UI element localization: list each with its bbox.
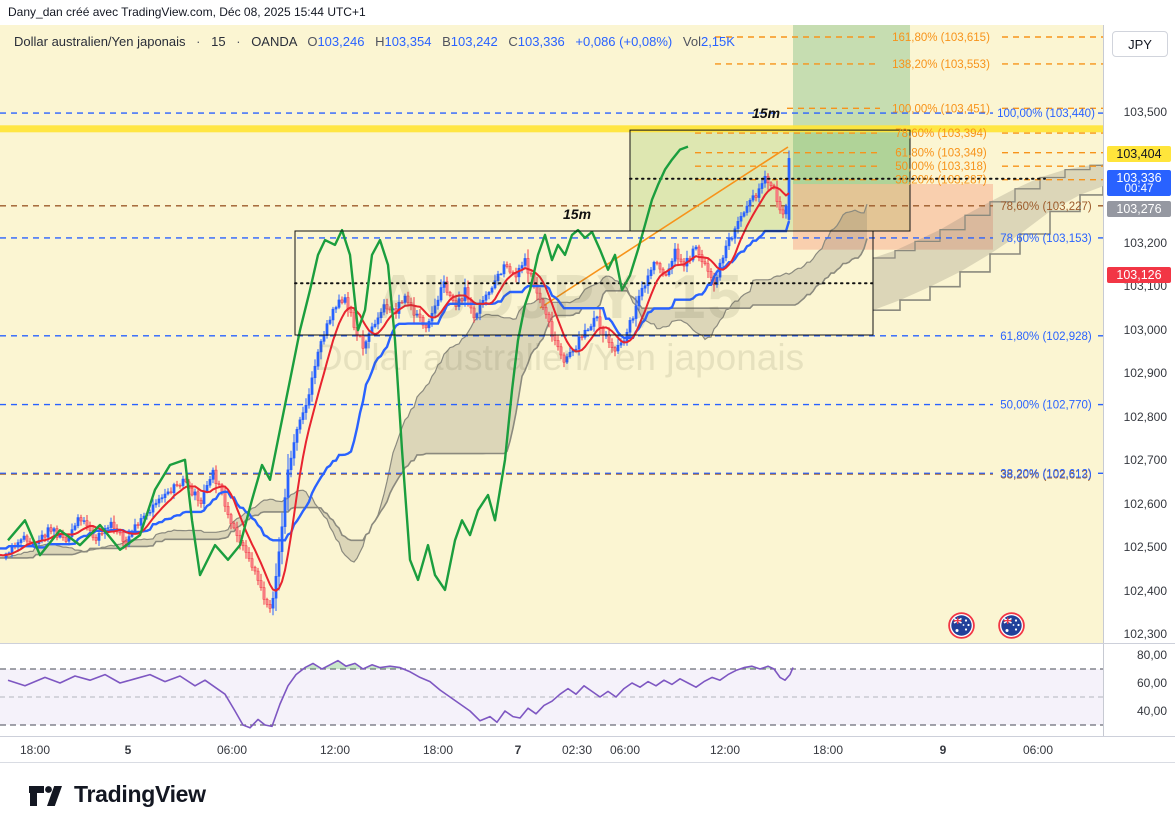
svg-text:100,00% (103,440): 100,00% (103,440) (997, 108, 1095, 120)
rsi-indicator-canvas[interactable] (0, 646, 1103, 736)
legend-low-key: B (442, 34, 451, 49)
currency-button[interactable]: JPY (1112, 31, 1168, 57)
legend-high-value: 103,354 (384, 34, 432, 49)
tradingview-logo-mark (29, 786, 62, 806)
green-overlay-line (7, 145, 689, 592)
svg-text:100,00% (103,451): 100,00% (103,451) (892, 103, 990, 115)
time-tick: 06:00 (216, 743, 248, 757)
legend-change: +0,086 (+0,08%) (575, 34, 673, 49)
price-tick: 102,400 (1123, 583, 1167, 598)
svg-text:78,60% (103,227): 78,60% (103,227) (1000, 201, 1092, 213)
legend-symbol-title[interactable]: Dollar australien/Yen japonais (14, 34, 186, 49)
range-box (294, 230, 874, 336)
rsi-tick: 60,00 (1136, 676, 1167, 690)
yellow-line-badge: 103,404 (1107, 145, 1171, 162)
time-tick: 7 (514, 743, 522, 757)
price-tick: 102,500 (1123, 540, 1167, 554)
rsi-tick: 40,00 (1136, 704, 1167, 718)
bar-countdown: 00:47 (1124, 183, 1154, 196)
svg-text:161,80% (103,615): 161,80% (103,615) (892, 32, 990, 44)
svg-text:50,00% (103,318): 50,00% (103,318) (895, 161, 987, 173)
svg-text:61,80% (103,349): 61,80% (103,349) (895, 148, 987, 160)
svg-text:138,20% (103,553): 138,20% (103,553) (892, 59, 990, 71)
legend-close-value: 103,336 (517, 34, 565, 49)
svg-text:61,80% (102,928): 61,80% (102,928) (1000, 331, 1092, 343)
time-tick: 18:00 (422, 743, 454, 757)
time-axis[interactable]: 18:00 5 06:00 12:00 18:00 7 02:30 06:00 12:00 18:… (0, 737, 1175, 763)
trendline (539, 146, 789, 309)
forward-cloud (873, 164, 1103, 311)
svg-text:78,60% (103,394): 78,60% (103,394) (895, 128, 987, 140)
legend-low-value: 103,242 (450, 34, 498, 49)
legend-volume-value: 2,15K (700, 34, 735, 49)
svg-text:78,60% (103,153): 78,60% (103,153) (1000, 233, 1092, 245)
svg-text:50,00% (102,770): 50,00% (102,770) (1000, 400, 1092, 412)
yellow-horizontal-line (0, 125, 1103, 133)
baseline-ma (0, 220, 791, 550)
tradingview-logo[interactable]: TradingView (28, 781, 206, 808)
svg-text:38,20% (102,613): 38,20% (102,613) (1000, 469, 1092, 481)
time-tick: 5 (124, 743, 132, 757)
legend-high-key: H (375, 34, 385, 49)
last-price-badge: 103,336 00:47 (1107, 170, 1171, 197)
legend-exchange[interactable]: OANDA (251, 34, 297, 49)
price-tick: 103,500 (1123, 105, 1167, 119)
price-tick: 103,200 (1123, 235, 1167, 250)
price-axis[interactable]: JPY 103,500 103,200 103,100 103,000 102,900 1… (1103, 25, 1175, 736)
time-tick: 18:00 (812, 743, 844, 757)
footer: TradingView (0, 763, 1175, 824)
price-tick: 103,000 (1123, 322, 1167, 337)
rsi-line (7, 659, 794, 729)
legend-close-key: C (508, 34, 518, 49)
price-tick: 102,700 (1123, 453, 1167, 467)
svg-text:38,20% (103,287): 38,20% (103,287) (895, 175, 987, 187)
time-tick: 12:00 (709, 743, 741, 757)
australia-flag-event-icon[interactable] (998, 612, 1025, 639)
legend-volume-label: Vol (682, 34, 701, 49)
price-tick: 102,600 (1123, 496, 1167, 511)
legend-interval[interactable]: 15 (211, 34, 226, 49)
australia-flag-event-icon[interactable] (948, 612, 975, 639)
rsi-pane-background (0, 646, 1103, 736)
gray-level-badge: 103,276 (1107, 201, 1171, 218)
time-tick: 06:00 (609, 743, 641, 757)
time-tick: 9 (939, 743, 947, 757)
price-tick: 102,800 (1123, 409, 1167, 424)
candles-layer (4, 150, 791, 616)
timeframe-label-upper[interactable]: 15m (752, 105, 781, 121)
svg-text:38,20% (102,612): 38,20% (102,612) (1000, 468, 1092, 480)
ichimoku-cloud (0, 204, 867, 562)
time-tick: 02:30 (561, 743, 593, 757)
time-tick: 18:00 (19, 743, 51, 757)
chart-legend[interactable]: Dollar australien/Yen japonais · 15 · OA… (14, 34, 735, 49)
attribution-text: Dany_dan créé avec TradingView.com, Déc … (8, 5, 366, 19)
rsi-tick: 80,00 (1136, 648, 1167, 662)
legend-open-key: O (307, 34, 318, 49)
price-tick: 102,300 (1123, 627, 1167, 641)
stop-level-badge: 103,126 (1107, 266, 1171, 283)
timeframe-label-lower[interactable]: 15m (563, 206, 592, 222)
fast-ma (0, 186, 790, 592)
tradingview-brand-text: TradingView (74, 781, 206, 807)
time-tick: 12:00 (319, 743, 351, 757)
price-chart-canvas[interactable]: 38,20% (102,613) 161,80% (103,615) 138,20%… (0, 25, 1103, 643)
pane-divider-2[interactable] (0, 736, 1175, 737)
price-tick: 102,900 (1123, 366, 1167, 380)
legend-open-value: 103,246 (317, 34, 365, 49)
pane-divider[interactable] (0, 643, 1175, 644)
time-tick: 06:00 (1022, 743, 1054, 757)
